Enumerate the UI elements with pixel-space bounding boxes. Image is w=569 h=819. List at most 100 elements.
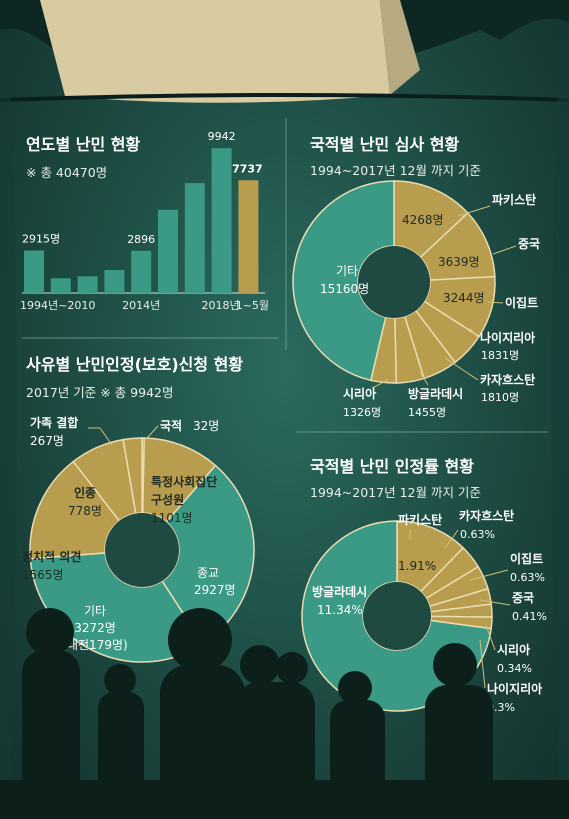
callout-value: 1831명: [481, 349, 519, 362]
callout-value: 0.3%: [487, 701, 515, 714]
recognition-subtitle: 1994~2017년 12월 까지 기준: [310, 485, 481, 500]
callout-label: 파키스탄: [492, 192, 536, 207]
callout-value: 0.63%: [460, 528, 495, 541]
callout-label: 시리아: [343, 386, 376, 401]
slice-value: 11.34%: [317, 603, 363, 617]
callout-label: 나이지리아: [480, 330, 535, 345]
slice-label: 특정사회집단: [151, 474, 217, 489]
x-tick-label: 2018년: [201, 299, 239, 312]
callout-label: 중국: [512, 591, 534, 605]
reasons-title: 사유별 난민인정(보호)신청 현황: [26, 355, 243, 374]
bar-value-label: 9942: [208, 130, 236, 143]
screening-section: 국적별 난민 심사 현황 1994~2017년 12월 까지 기준 4268명 3…: [292, 135, 540, 419]
callout-line: [419, 371, 429, 386]
bar-2014년: [131, 250, 152, 293]
callout-line: [444, 529, 459, 549]
slice-label: 정치적 의견: [22, 549, 81, 564]
callout-value: 0.41%: [512, 610, 547, 623]
recognition-title: 국적별 난민 인정률 현황: [310, 457, 474, 476]
bar-2011: [50, 278, 71, 293]
bar-value-label: 7737: [232, 162, 263, 175]
slice-value: 778명: [68, 504, 102, 518]
donut-hole: [105, 513, 179, 587]
callout-label: 이집트: [510, 551, 543, 566]
callout-line: [457, 205, 491, 217]
yearly-section: 연도별 난민 현황 ※ 총 40470명 2915명 1994년~2010 2896…: [20, 130, 269, 312]
reasons-section: 사유별 난민인정(보호)신청 현황 2017년 기준 ※ 총 9942명 국적 3…: [22, 355, 255, 663]
slice-value: 1.91%: [398, 559, 436, 573]
callout-value: 0.34%: [497, 662, 532, 675]
bar-2018년 1~5월: [238, 180, 259, 293]
callout-line: [146, 425, 159, 439]
recognition-donut: 파키스탄 1.91% 카자흐스탄 0.63% 이집트 0.63% 중국 0.41% 시리아 0.3…: [301, 508, 547, 714]
bar-1994년~2010: [24, 250, 44, 293]
x-tick-label: 1~5월: [236, 299, 269, 312]
callout-label: 시리아: [497, 642, 530, 657]
callout-line: [371, 379, 389, 389]
callout-label: 나이지리아: [487, 681, 542, 696]
slice-label: 인종: [74, 485, 96, 500]
slice-label: 기타: [336, 264, 358, 278]
callout-label: 파키스탄: [398, 512, 442, 527]
banner-paper: [40, 0, 390, 103]
callout-label: 카자흐스탄: [480, 372, 535, 387]
callout-label: 중국: [518, 237, 540, 251]
callout-line: [444, 357, 479, 381]
callout-label: 카자흐스탄: [459, 508, 514, 523]
callout-line: [485, 624, 496, 651]
bar-2012: [77, 276, 98, 293]
callout-value: 32명: [193, 419, 219, 433]
yearly-title: 연도별 난민 현황: [26, 135, 140, 154]
slice-label: 구성원: [151, 493, 184, 507]
slice-label: 방글라데시: [312, 584, 367, 599]
callout-line: [487, 301, 504, 304]
slice-label: 종교: [197, 566, 219, 580]
bar-2017: [211, 148, 232, 293]
slice-value: 1101명: [151, 511, 193, 525]
slice-value: 3639명: [438, 255, 480, 269]
callout-line: [492, 245, 517, 255]
screening-subtitle: 1994~2017년 12월 까지 기준: [310, 163, 481, 178]
callout-line: [479, 599, 511, 606]
bar-2016: [184, 183, 205, 293]
bar-2015: [158, 209, 178, 293]
callout-value: 1455명: [408, 406, 446, 419]
slice-value: 15160명: [320, 282, 369, 296]
callout-label: 이집트: [505, 295, 538, 310]
callout-value: 1810명: [481, 391, 519, 404]
bar-value-label: 2896: [127, 233, 155, 246]
yearly-subtitle: ※ 총 40470명: [26, 165, 107, 180]
callout-line: [99, 427, 113, 446]
bar-2013: [104, 270, 125, 293]
callout-label: 국적: [160, 418, 182, 433]
reasons-subtitle: 2017년 기준 ※ 총 9942명: [26, 385, 174, 400]
screening-title: 국적별 난민 심사 현황: [310, 135, 459, 154]
bar-value-label: 2915명: [22, 233, 60, 246]
yearly-bar-chart: 2915명 1994년~2010 2896 2014년 9942 2018년 7737 1~5…: [20, 130, 269, 312]
x-tick-label: 2014년: [122, 299, 160, 312]
callout-line: [479, 639, 486, 689]
slice-value: 4268명: [402, 213, 444, 227]
callout-line: [469, 569, 509, 581]
people-silhouettes: [0, 608, 569, 819]
slice-label: 기타: [84, 604, 106, 618]
callout-label: 가족 결합: [30, 415, 78, 430]
donut-hole: [363, 582, 431, 650]
callout-value: 267명: [30, 434, 64, 448]
slice-value: 3272명: [74, 621, 116, 635]
callout-value: 1326명: [343, 406, 381, 419]
slice-value: 3244명: [443, 291, 485, 305]
x-tick-label: 1994년~2010: [20, 299, 95, 312]
slice-value: 2927명: [194, 583, 236, 597]
callout-value: 0.63%: [510, 571, 545, 584]
donut-hole: [358, 246, 430, 318]
slice-note: (내전179명): [62, 638, 127, 652]
slice-value: 1565명: [22, 568, 64, 582]
callout-line: [469, 327, 479, 339]
callout-label: 방글라데시: [408, 386, 463, 401]
